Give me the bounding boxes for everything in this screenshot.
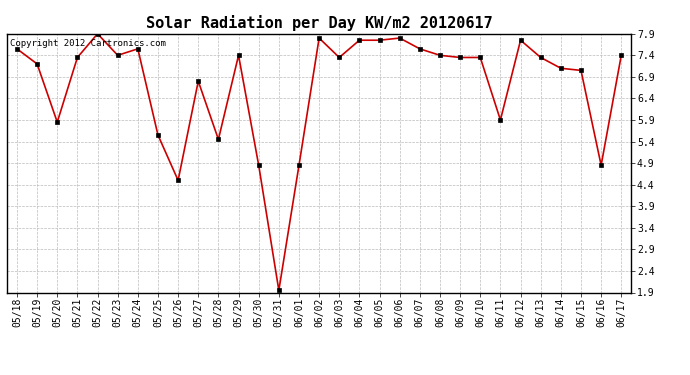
Title: Solar Radiation per Day KW/m2 20120617: Solar Radiation per Day KW/m2 20120617 (146, 15, 493, 31)
Text: Copyright 2012 Cartronics.com: Copyright 2012 Cartronics.com (10, 39, 166, 48)
